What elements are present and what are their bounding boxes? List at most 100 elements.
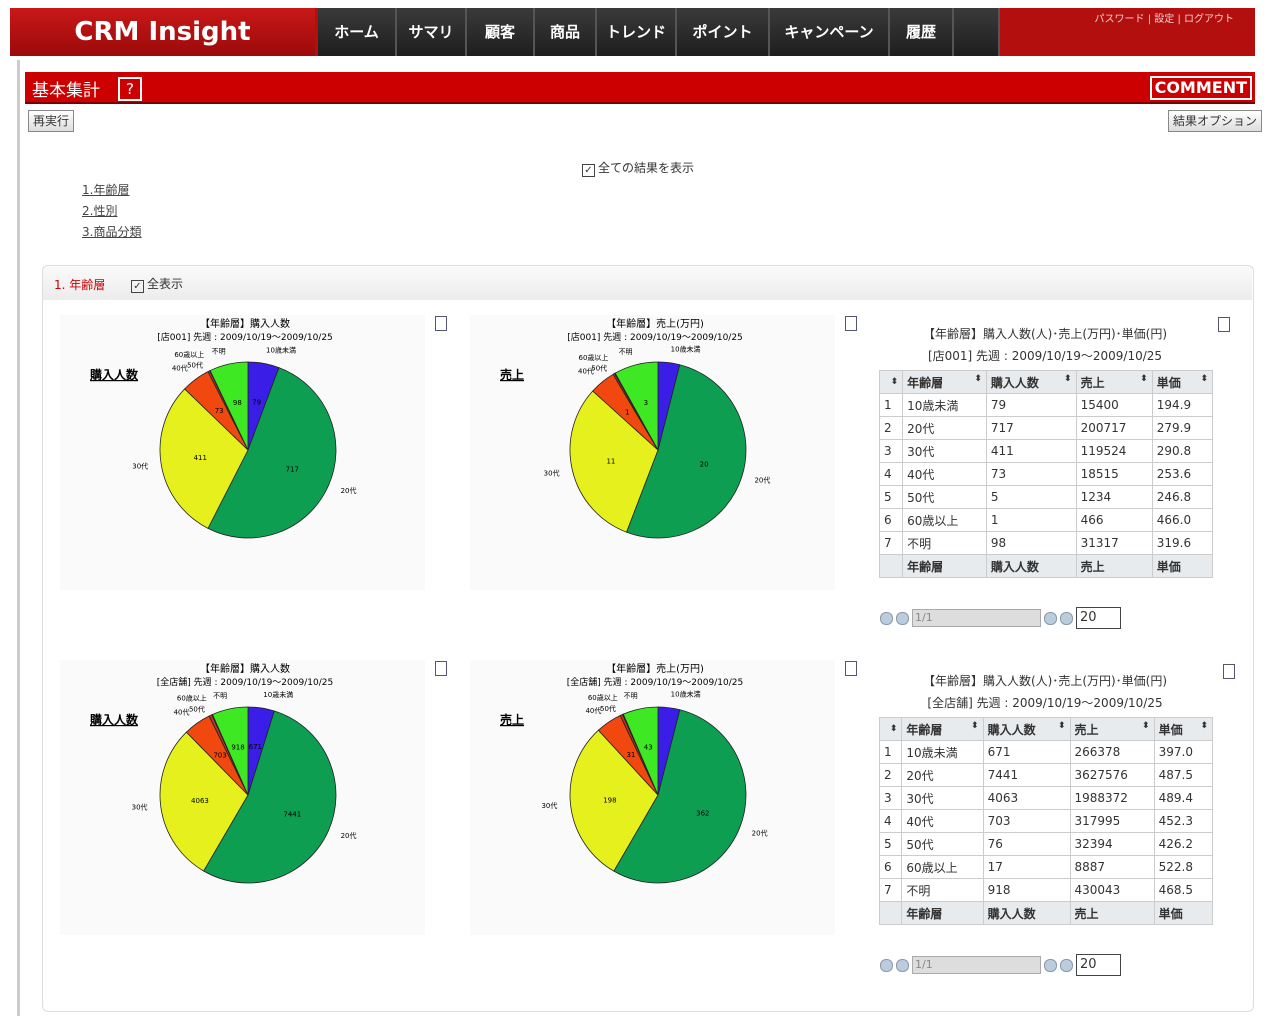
show-all[interactable]: ✓ 全ての結果を表示 [582,159,694,177]
header-cell[interactable]: 購入人数 ⬍ [985,370,1077,394]
nav-tab[interactable]: トレンド [597,8,677,56]
slice-category-label: 10歳未満 [266,345,296,354]
footer-cell: 単価 [1153,901,1214,925]
pager-next[interactable] [1044,958,1057,972]
cell: 1 [878,740,903,764]
cell: 717 [985,416,1077,440]
csv-icon[interactable] [435,661,447,676]
cell: 411 [985,439,1077,463]
slice-category-label: 20代 [754,476,770,485]
options-button[interactable]: 結果オプション [1167,110,1262,132]
cell: 253.6 [1151,462,1214,486]
slice-category-label: 50代 [591,363,607,372]
cell: 60歳以上 [901,855,984,879]
header-cell[interactable]: 単価 ⬍ [1151,370,1214,394]
pager-last[interactable] [1060,958,1073,972]
chart-label: 購入人数 [89,367,139,382]
chart-title: 【年齢層】売上(万円) [606,317,704,330]
cell: 98 [985,531,1077,555]
cell: 50代 [901,832,984,856]
nav-tab[interactable]: ポイント [677,8,770,56]
comment-button[interactable]: COMMENT [1149,76,1252,100]
csv-icon[interactable] [1223,664,1235,679]
header-cell[interactable]: 年齢層 ⬍ [901,717,984,741]
cell: 452.3 [1153,809,1214,833]
csv-icon[interactable] [1218,317,1230,332]
cell: 489.4 [1153,786,1214,810]
cell: 60歳以上 [902,508,987,532]
page-size[interactable]: 20 [1076,607,1121,629]
header-cell[interactable]: ⬍ [878,717,903,741]
slice-value-label: 411 [194,454,207,462]
logo[interactable]: CRM Insight [10,8,315,56]
cell: 32394 [1069,832,1155,856]
csv-icon[interactable] [845,316,857,331]
cell: 10歳未満 [901,740,984,764]
header-cell[interactable]: 購入人数 ⬍ [982,717,1071,741]
data-row: 6 60歳以上 1 466 466.0 [878,508,1214,532]
chart-card: 【年齢層】購入人数 [全店舗] 先週 : 2009/10/19～2009/10/2… [60,660,425,935]
chart-title: 【年齢層】購入人数 [200,317,290,330]
header-cell[interactable]: 年齢層 ⬍ [902,370,987,394]
pager-next[interactable] [1044,611,1057,625]
data-table: ⬍ 年齢層 ⬍ 購入人数 ⬍ 売上 ⬍ 単価 ⬍ 1 10歳未満 671 266378 397.0 2 20代… [878,717,1214,925]
help-button[interactable]: ? [118,77,142,101]
cell: 15400 [1075,393,1153,417]
panel [42,265,1254,1012]
pager-first[interactable] [880,958,893,972]
header-cell[interactable]: 売上 ⬍ [1069,717,1155,741]
header-cell[interactable]: 単価 ⬍ [1153,717,1214,741]
cell: 522.8 [1153,855,1214,879]
nav-tab[interactable]: 商品 [535,8,597,56]
pager-first[interactable] [880,611,893,625]
checkbox[interactable]: ✓ [131,280,144,293]
nav-tab[interactable]: ホーム [318,8,397,56]
nav-tab[interactable]: キャンペーン [770,8,890,56]
slice-value-label: 671 [249,743,262,751]
pager-prev[interactable] [896,958,909,972]
data-row: 1 10歳未満 79 15400 194.9 [878,393,1214,417]
header-cell[interactable]: ⬍ [878,370,904,394]
footer-cell [878,901,903,925]
data-row: 7 不明 918 430043 468.5 [878,878,1214,902]
footer-cell: 売上 [1069,901,1155,925]
sort-icon: ⬍ [1200,373,1208,384]
cell: 3 [878,786,903,810]
nav-tab[interactable]: 顧客 [467,8,535,56]
section-link[interactable]: 3.商品分類 [82,225,142,239]
pie-slice [159,388,249,529]
header-text: 売上 [1074,722,1099,737]
cell: 466 [1075,508,1153,532]
cell: 430043 [1069,878,1155,902]
chart-label: 購入人数 [89,712,139,727]
data-row: 1 10歳未満 671 266378 397.0 [878,740,1214,764]
slice-category-label: 10歳未満 [263,690,293,699]
header-text: 売上 [1080,375,1105,390]
section-link[interactable]: 2.性別 [82,204,118,218]
footer-cell: 単価 [1151,554,1214,578]
pie-chart: 【年齢層】売上(万円)[店001] 先週 : 2009/10/19～2009/1… [500,317,770,539]
cell: 317995 [1069,809,1155,833]
pager: 1/1 20 [880,607,1121,629]
header-cell[interactable]: 売上 ⬍ [1075,370,1153,394]
csv-icon[interactable] [435,316,447,331]
chart-subtitle: [店001] 先週 : 2009/10/19～2009/10/25 [567,331,743,343]
checkbox[interactable]: ✓ [582,164,595,177]
pie-slice [625,364,747,539]
user-links[interactable]: パスワード | 設定 | ログアウト [1094,14,1234,25]
slice-value-label: 20 [700,461,709,469]
cell: 40代 [902,462,987,486]
page-size[interactable]: 20 [1076,954,1121,976]
panel-show-all[interactable]: ✓ 全表示 [131,275,183,293]
pie-slice [569,390,659,533]
pager-prev[interactable] [896,611,909,625]
nav-tab[interactable]: サマリ [397,8,467,56]
footer-cell: 購入人数 [982,901,1071,925]
section-link[interactable]: 1.年齢層 [82,183,130,197]
data-row: 6 60歳以上 17 8887 522.8 [878,855,1214,879]
pager-last[interactable] [1060,611,1073,625]
csv-icon[interactable] [845,661,857,676]
nav-tab[interactable]: 履歴 [890,8,954,56]
rerun-button[interactable]: 再実行 [28,110,75,132]
